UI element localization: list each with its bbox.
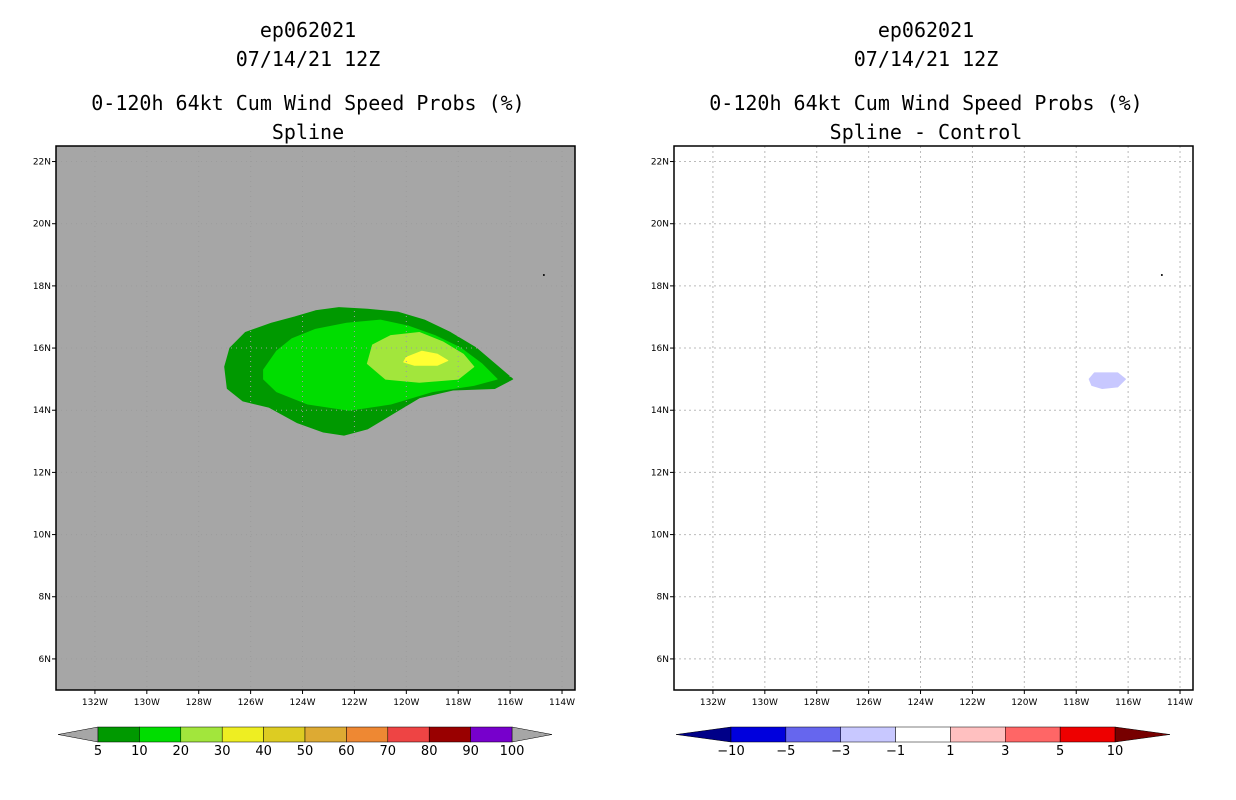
- left-y-tick-label-8: 6N: [39, 655, 51, 665]
- left-colorbar-label-10: 100: [500, 744, 525, 759]
- right-y-tick-label-1: 20N: [651, 220, 669, 230]
- right-colorbar-label-3: −1: [886, 744, 905, 759]
- left-colorbar-bin-0: [97, 726, 140, 743]
- left-colorbar-bin-3: [221, 726, 264, 743]
- right-x-tick-label-7: 118W: [1063, 698, 1089, 708]
- left-colorbar-label-9: 90: [462, 744, 479, 759]
- right-colorbar-label-6: 5: [1056, 744, 1064, 759]
- left-y-tick-label-1: 20N: [33, 220, 51, 230]
- left-y-tick-label-4: 14N: [33, 406, 51, 416]
- left-contour-3: [403, 350, 449, 366]
- left-x-tick-label-4: 124W: [289, 698, 315, 708]
- right-x-tick-label-1: 130W: [752, 698, 778, 708]
- left-y-tick-label-2: 18N: [33, 282, 51, 292]
- left-colorbar-under-arrow: [57, 726, 99, 743]
- right-x-tick-label-3: 126W: [856, 698, 882, 708]
- right-colorbar-under-arrow: [675, 726, 732, 743]
- left-y-tick-label-3: 16N: [33, 344, 51, 354]
- left-plot-frame: [55, 145, 576, 691]
- left-colorbar-label-1: 10: [131, 744, 148, 759]
- left-x-tick-label-2: 128W: [186, 698, 212, 708]
- right-colorbar-label-4: 1: [946, 744, 954, 759]
- left-x-tick-label-7: 118W: [445, 698, 471, 708]
- right-colorbar-bin-2: [840, 726, 896, 743]
- left-colorbar-label-3: 30: [214, 744, 231, 759]
- right-y-tick-label-7: 8N: [657, 593, 669, 603]
- left-chart-title: 0-120h 64kt Cum Wind Speed Probs (%): [91, 91, 525, 115]
- right-plot-frame: [673, 145, 1194, 691]
- right-x-tick-label-4: 124W: [907, 698, 933, 708]
- left-colorbar-label-5: 50: [297, 744, 314, 759]
- right-colorbar-bin-1: [785, 726, 841, 743]
- left-colorbar-bin-6: [346, 726, 389, 743]
- left-colorbar-label-2: 20: [173, 744, 190, 759]
- right-contour-0: [1088, 372, 1126, 389]
- right-colorbar-label-0: −10: [717, 744, 744, 759]
- right-x-tick-label-9: 114W: [1167, 698, 1193, 708]
- right-x-tick-label-0: 132W: [700, 698, 726, 708]
- right-colorbar-label-2: −3: [831, 744, 850, 759]
- left-colorbar-label-4: 40: [255, 744, 272, 759]
- right-chart-title: 0-120h 64kt Cum Wind Speed Probs (%): [709, 91, 1143, 115]
- left-island-marker: [542, 274, 545, 277]
- right-x-tick-label-6: 120W: [1011, 698, 1037, 708]
- right-y-tick-label-0: 22N: [651, 158, 669, 168]
- right-colorbar-bin-0: [730, 726, 787, 743]
- right-colorbar-bin-3: [895, 726, 951, 743]
- right-colorbar-label-5: 3: [1001, 744, 1009, 759]
- left-x-tick-label-6: 120W: [393, 698, 419, 708]
- left-y-tick-label-5: 12N: [33, 468, 51, 478]
- right-colorbar-label-7: 10: [1107, 744, 1124, 759]
- right-datetime: 07/14/21 12Z: [853, 47, 999, 71]
- left-colorbar-bin-9: [470, 726, 513, 743]
- right-y-tick-label-5: 12N: [651, 468, 669, 478]
- right-colorbar-bin-6: [1059, 726, 1116, 743]
- left-colorbar-bin-2: [180, 726, 223, 743]
- right-colorbar-bin-5: [1005, 726, 1061, 743]
- right-chart-subtitle: Spline - Control: [829, 120, 1023, 144]
- left-colorbar-bin-4: [263, 726, 306, 743]
- left-colorbar-label-8: 80: [421, 744, 438, 759]
- left-colorbar-bin-5: [304, 726, 347, 743]
- right-y-tick-label-4: 14N: [651, 406, 669, 416]
- left-y-tick-label-6: 10N: [33, 531, 51, 541]
- right-y-tick-label-8: 6N: [657, 655, 669, 665]
- right-colorbar-over-arrow: [1114, 726, 1171, 743]
- right-y-tick-label-2: 18N: [651, 282, 669, 292]
- left-colorbar-bin-7: [387, 726, 430, 743]
- left-storm-id: ep062021: [259, 18, 357, 42]
- right-x-tick-label-5: 122W: [959, 698, 985, 708]
- left-x-tick-label-1: 130W: [134, 698, 160, 708]
- right-plot-background: [674, 146, 1193, 690]
- left-colorbar-bin-8: [428, 726, 471, 743]
- right-island-marker: [1160, 274, 1163, 277]
- left-x-tick-label-5: 122W: [341, 698, 367, 708]
- left-x-tick-label-0: 132W: [82, 698, 108, 708]
- left-x-tick-label-8: 116W: [497, 698, 523, 708]
- left-y-tick-label-0: 22N: [33, 158, 51, 168]
- right-y-tick-label-3: 16N: [651, 344, 669, 354]
- left-x-tick-label-3: 126W: [238, 698, 264, 708]
- left-colorbar-label-6: 60: [338, 744, 355, 759]
- right-x-tick-label-2: 128W: [804, 698, 830, 708]
- left-colorbar-bin-1: [139, 726, 182, 743]
- left-x-tick-label-9: 114W: [549, 698, 575, 708]
- left-chart-subtitle: Spline: [271, 120, 345, 144]
- right-colorbar-label-1: −5: [776, 744, 795, 759]
- left-colorbar-label-7: 70: [380, 744, 397, 759]
- right-colorbar-bin-4: [950, 726, 1006, 743]
- left-datetime: 07/14/21 12Z: [235, 47, 381, 71]
- left-y-tick-label-7: 8N: [39, 593, 51, 603]
- right-storm-id: ep062021: [877, 18, 975, 42]
- left-colorbar-label-0: 5: [94, 744, 102, 759]
- right-y-tick-label-6: 10N: [651, 531, 669, 541]
- right-x-tick-label-8: 116W: [1115, 698, 1141, 708]
- left-colorbar-over-arrow: [511, 726, 553, 743]
